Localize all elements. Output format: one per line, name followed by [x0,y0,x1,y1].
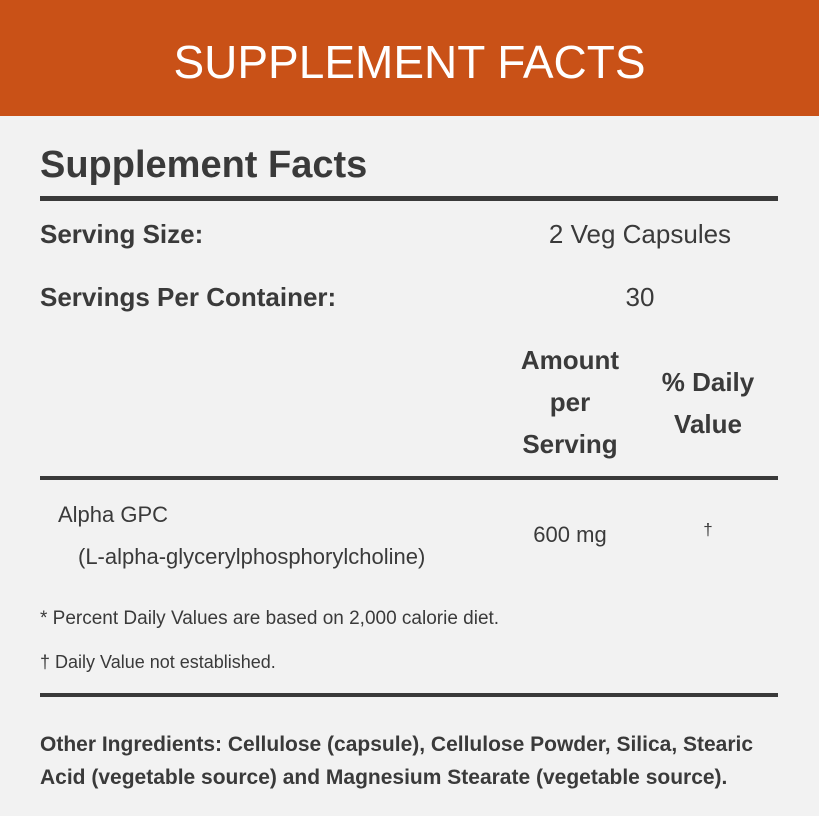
ingredient-amount: 600 mg [533,522,607,547]
ingredient-name: Alpha GPC [58,502,169,527]
divider-columns [40,476,778,480]
serving-size-label: Serving Size: [40,219,204,249]
divider-top [40,196,778,201]
facts-title: Supplement Facts [40,144,368,186]
serving-size-value: 2 Veg Capsules [548,219,732,249]
banner: SUPPLEMENT FACTS [0,0,819,116]
servings-per-container-label: Servings Per Container: [40,282,337,312]
footnote-dagger: † Daily Value not established. [40,652,276,672]
footnote-percent-daily: * Percent Daily Values are based on 2,00… [40,608,500,629]
divider-bottom [40,693,778,697]
servings-per-container-value: 30 [625,282,655,312]
amount-per-serving-header: Amount per Serving [520,345,620,459]
ingredient-daily-value: † [703,520,713,539]
daily-value-header: % Daily Value [661,367,755,439]
other-ingredients: Other Ingredients: Cellulose (capsule), … [40,733,754,789]
banner-title: SUPPLEMENT FACTS [173,36,646,88]
ingredient-subname: (L-alpha-glycerylphosphorylcholine) [78,544,426,569]
